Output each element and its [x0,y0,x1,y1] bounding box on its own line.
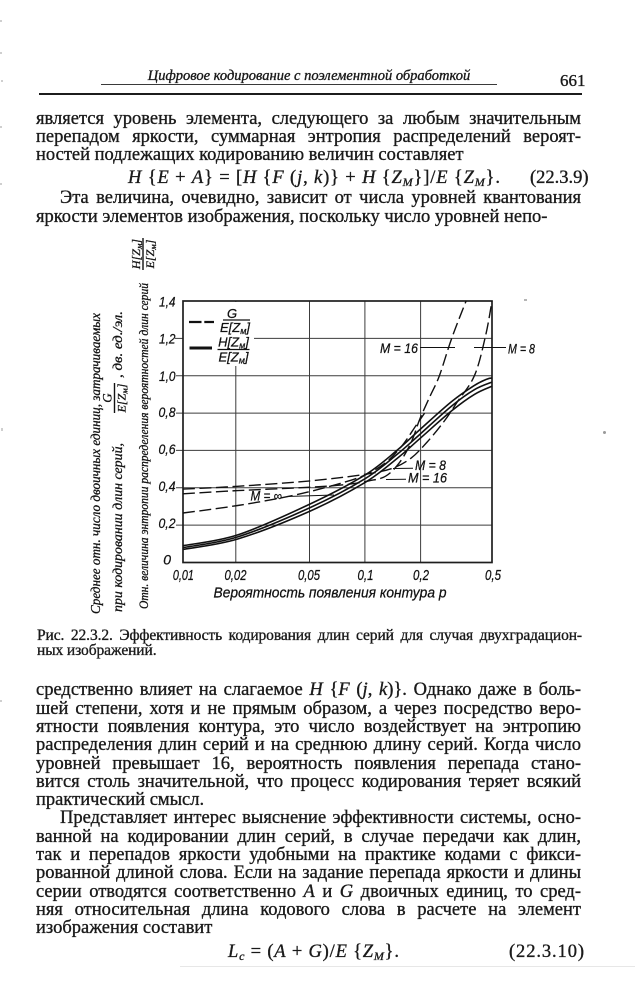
svg-text:M = 16: M = 16 [380,341,418,356]
svg-text:0,02: 0,02 [225,568,247,584]
svg-text:Отн. величина энтропии распред: Отн. величина энтропии распределения вер… [137,282,151,609]
svg-text:M = 16: M = 16 [408,471,447,486]
svg-text:Среднее отн. число двоичных ед: Среднее отн. число двоичных единиц, затр… [88,313,103,614]
svg-text:G: G [100,393,115,403]
svg-text:0,4: 0,4 [159,478,176,494]
svg-text:0,01: 0,01 [173,568,194,584]
svg-text:1,2: 1,2 [159,330,176,346]
svg-text:H[Zм]: H[Zм] [129,239,144,270]
svg-text:при кодировании длин серий,: при кодировании длин серий, [110,443,125,612]
svg-text:M = 8: M = 8 [508,342,535,357]
svg-text:E[Zм]: E[Zм] [218,349,248,365]
svg-text:0,5: 0,5 [485,568,502,584]
svg-text:, дв. ед./эл.: , дв. ед./эл. [110,311,125,378]
svg-text:E[Zм]: E[Zм] [115,383,130,413]
svg-text:1,4: 1,4 [159,294,176,310]
svg-text:0,6: 0,6 [159,441,176,457]
svg-text:M = 8: M = 8 [415,458,446,473]
svg-text:0,05: 0,05 [298,568,321,584]
svg-text:0: 0 [163,552,171,568]
svg-text:0,2: 0,2 [413,568,429,584]
svg-text:Вероятность появления контура: Вероятность появления контура р [214,586,447,602]
svg-text:1,0: 1,0 [159,368,176,384]
svg-text:0,2: 0,2 [159,515,176,531]
svg-text:G: G [227,306,237,321]
svg-text:E[Zм]: E[Zм] [143,239,158,269]
svg-text:H[Zм]: H[Zм] [218,335,249,351]
svg-text:0,1: 0,1 [358,568,374,584]
svg-text:0,8: 0,8 [159,404,176,420]
svg-text:M = ∞: M = ∞ [251,489,283,504]
